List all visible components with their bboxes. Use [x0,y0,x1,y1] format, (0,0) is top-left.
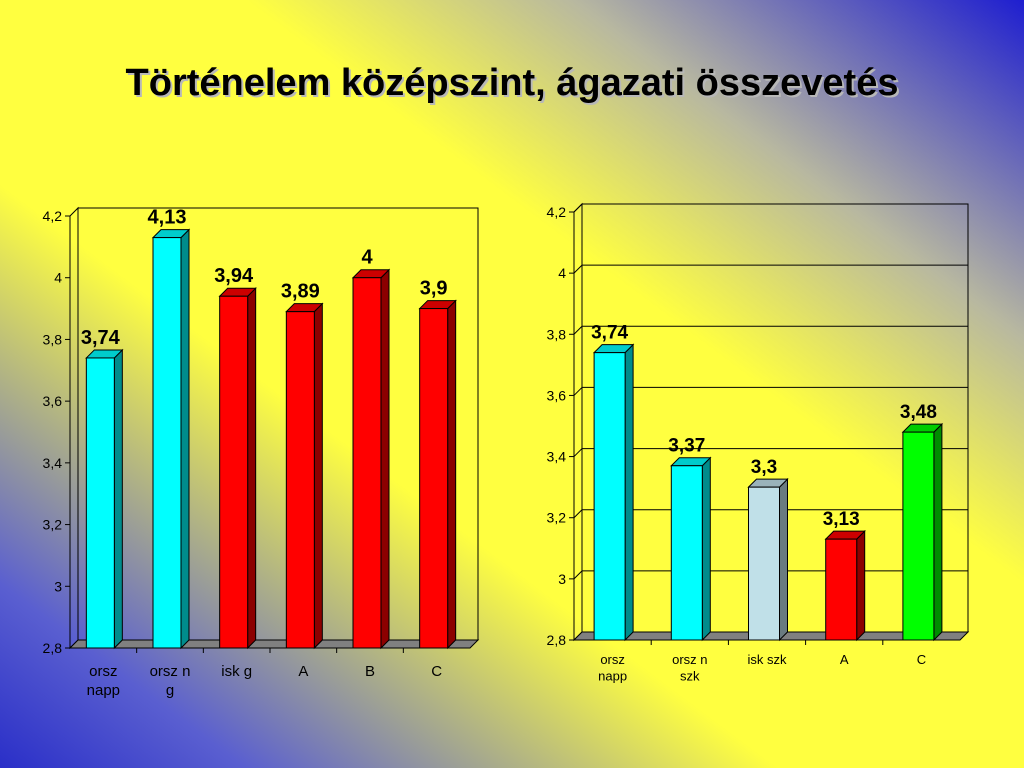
category-label: isk szk [748,652,788,667]
category-label: C [431,663,442,680]
category-label: C [917,652,926,667]
y-tick-label: 4,2 [43,208,63,224]
y-tick-label: 2,8 [547,632,567,648]
slide-title: Történelem középszint, ágazati összeveté… [125,62,899,104]
gridline [573,448,583,457]
y-tick-label: 3,4 [547,449,567,465]
y-tick-label: 3,8 [43,331,63,347]
data-label: 3,89 [281,281,320,303]
bar [218,287,257,650]
y-tick-label: 3 [558,571,566,587]
bar [151,228,191,650]
gridline [573,325,583,335]
bar [592,343,635,642]
category-label: A [840,652,849,667]
category-label: orsz n szk [672,652,707,683]
bar [901,422,944,642]
data-label: 4 [361,247,373,269]
category-label: orsz napp [87,663,120,699]
data-label: 3,48 [900,402,937,423]
data-label: 3,94 [214,265,254,287]
category-label: A [298,663,308,680]
data-label: 3,13 [823,509,860,530]
data-label: 4,13 [148,207,187,229]
data-label: 3,9 [420,278,448,300]
y-tick-label: 3,2 [43,517,63,533]
gridline [573,509,583,519]
bar [418,299,457,650]
y-tick-label: 3,8 [547,326,567,342]
bar [747,477,789,642]
y-tick-label: 4 [54,270,62,286]
gridline [573,387,583,396]
y-tick-label: 4,2 [547,204,567,220]
data-label: 3,74 [81,327,121,349]
bar [824,529,866,642]
y-tick-label: 3 [54,578,62,594]
gridline [573,570,583,580]
data-label: 3,3 [751,457,777,478]
gridline [573,203,583,213]
y-tick-label: 4 [558,265,566,281]
gridline [573,264,583,274]
bar [670,456,712,642]
category-label: B [365,663,375,680]
y-tick-label: 3,6 [547,387,567,403]
y-tick-label: 3,4 [43,455,63,471]
category-label: isk g [221,663,252,680]
bar [285,302,324,650]
bar [85,348,124,650]
data-label: 3,74 [591,323,628,344]
y-tick-label: 3,2 [547,510,567,526]
bar [351,268,391,650]
y-tick-label: 2,8 [43,640,63,656]
data-label: 3,37 [668,436,705,457]
y-tick-label: 3,6 [43,393,63,409]
category-label: orsz napp [598,652,627,683]
